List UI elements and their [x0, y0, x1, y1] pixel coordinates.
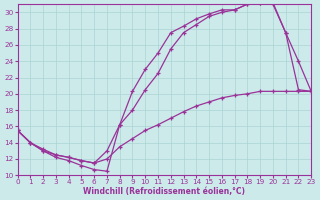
X-axis label: Windchill (Refroidissement éolien,°C): Windchill (Refroidissement éolien,°C)	[84, 187, 245, 196]
